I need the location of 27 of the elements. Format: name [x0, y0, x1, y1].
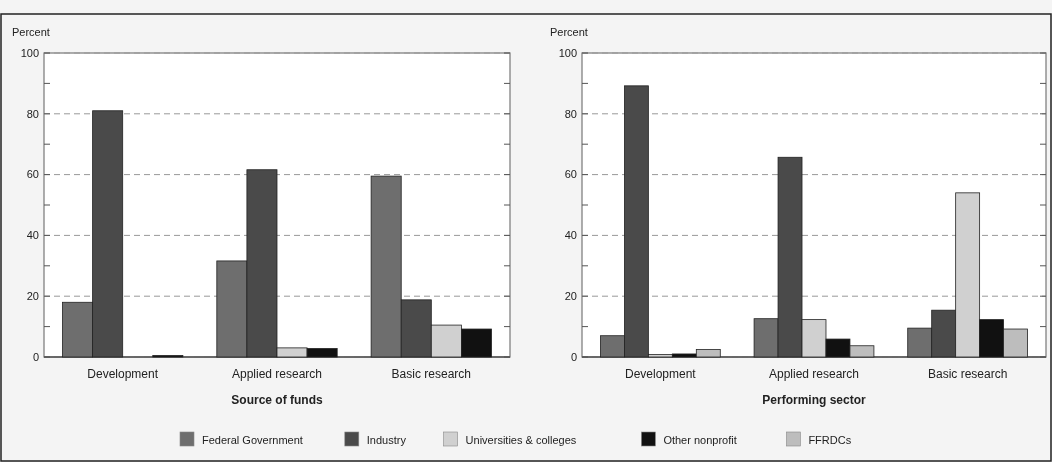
- x-tick-label: Basic research: [391, 367, 471, 381]
- y-tick-label: 80: [564, 107, 577, 120]
- y-tick-label: 80: [26, 107, 39, 120]
- y-tick-label: 60: [26, 168, 39, 181]
- y-tick-label: 20: [564, 290, 577, 303]
- x-tick-label: Basic research: [927, 367, 1008, 381]
- y-tick-label: 40: [26, 229, 39, 242]
- legend-label: FFRDCs: [808, 433, 852, 446]
- legend-label: Universities & colleges: [465, 433, 577, 446]
- x-tick-label: Development: [87, 367, 159, 381]
- y-tick-label: 40: [564, 229, 577, 242]
- y-tick-label: 100: [558, 46, 577, 59]
- x-axis-title: Performing sector: [762, 393, 867, 407]
- legend-label: Federal Government: [202, 433, 303, 446]
- y-axis-title: Percent: [12, 26, 50, 38]
- legend-label: Other nonprofit: [663, 433, 737, 446]
- legend-label: Industry: [366, 433, 407, 446]
- y-axis-title: Percent: [550, 26, 588, 38]
- y-tick-label: 0: [570, 350, 577, 363]
- y-tick-label: 60: [564, 168, 577, 181]
- y-tick-label: 100: [20, 46, 39, 59]
- y-tick-label: 0: [32, 350, 39, 363]
- y-tick-label: 20: [26, 290, 39, 303]
- x-tick-label: Applied research: [231, 367, 323, 381]
- x-axis-title: Source of funds: [231, 393, 323, 407]
- x-tick-label: Development: [625, 367, 697, 381]
- x-tick-label: Applied research: [768, 367, 860, 381]
